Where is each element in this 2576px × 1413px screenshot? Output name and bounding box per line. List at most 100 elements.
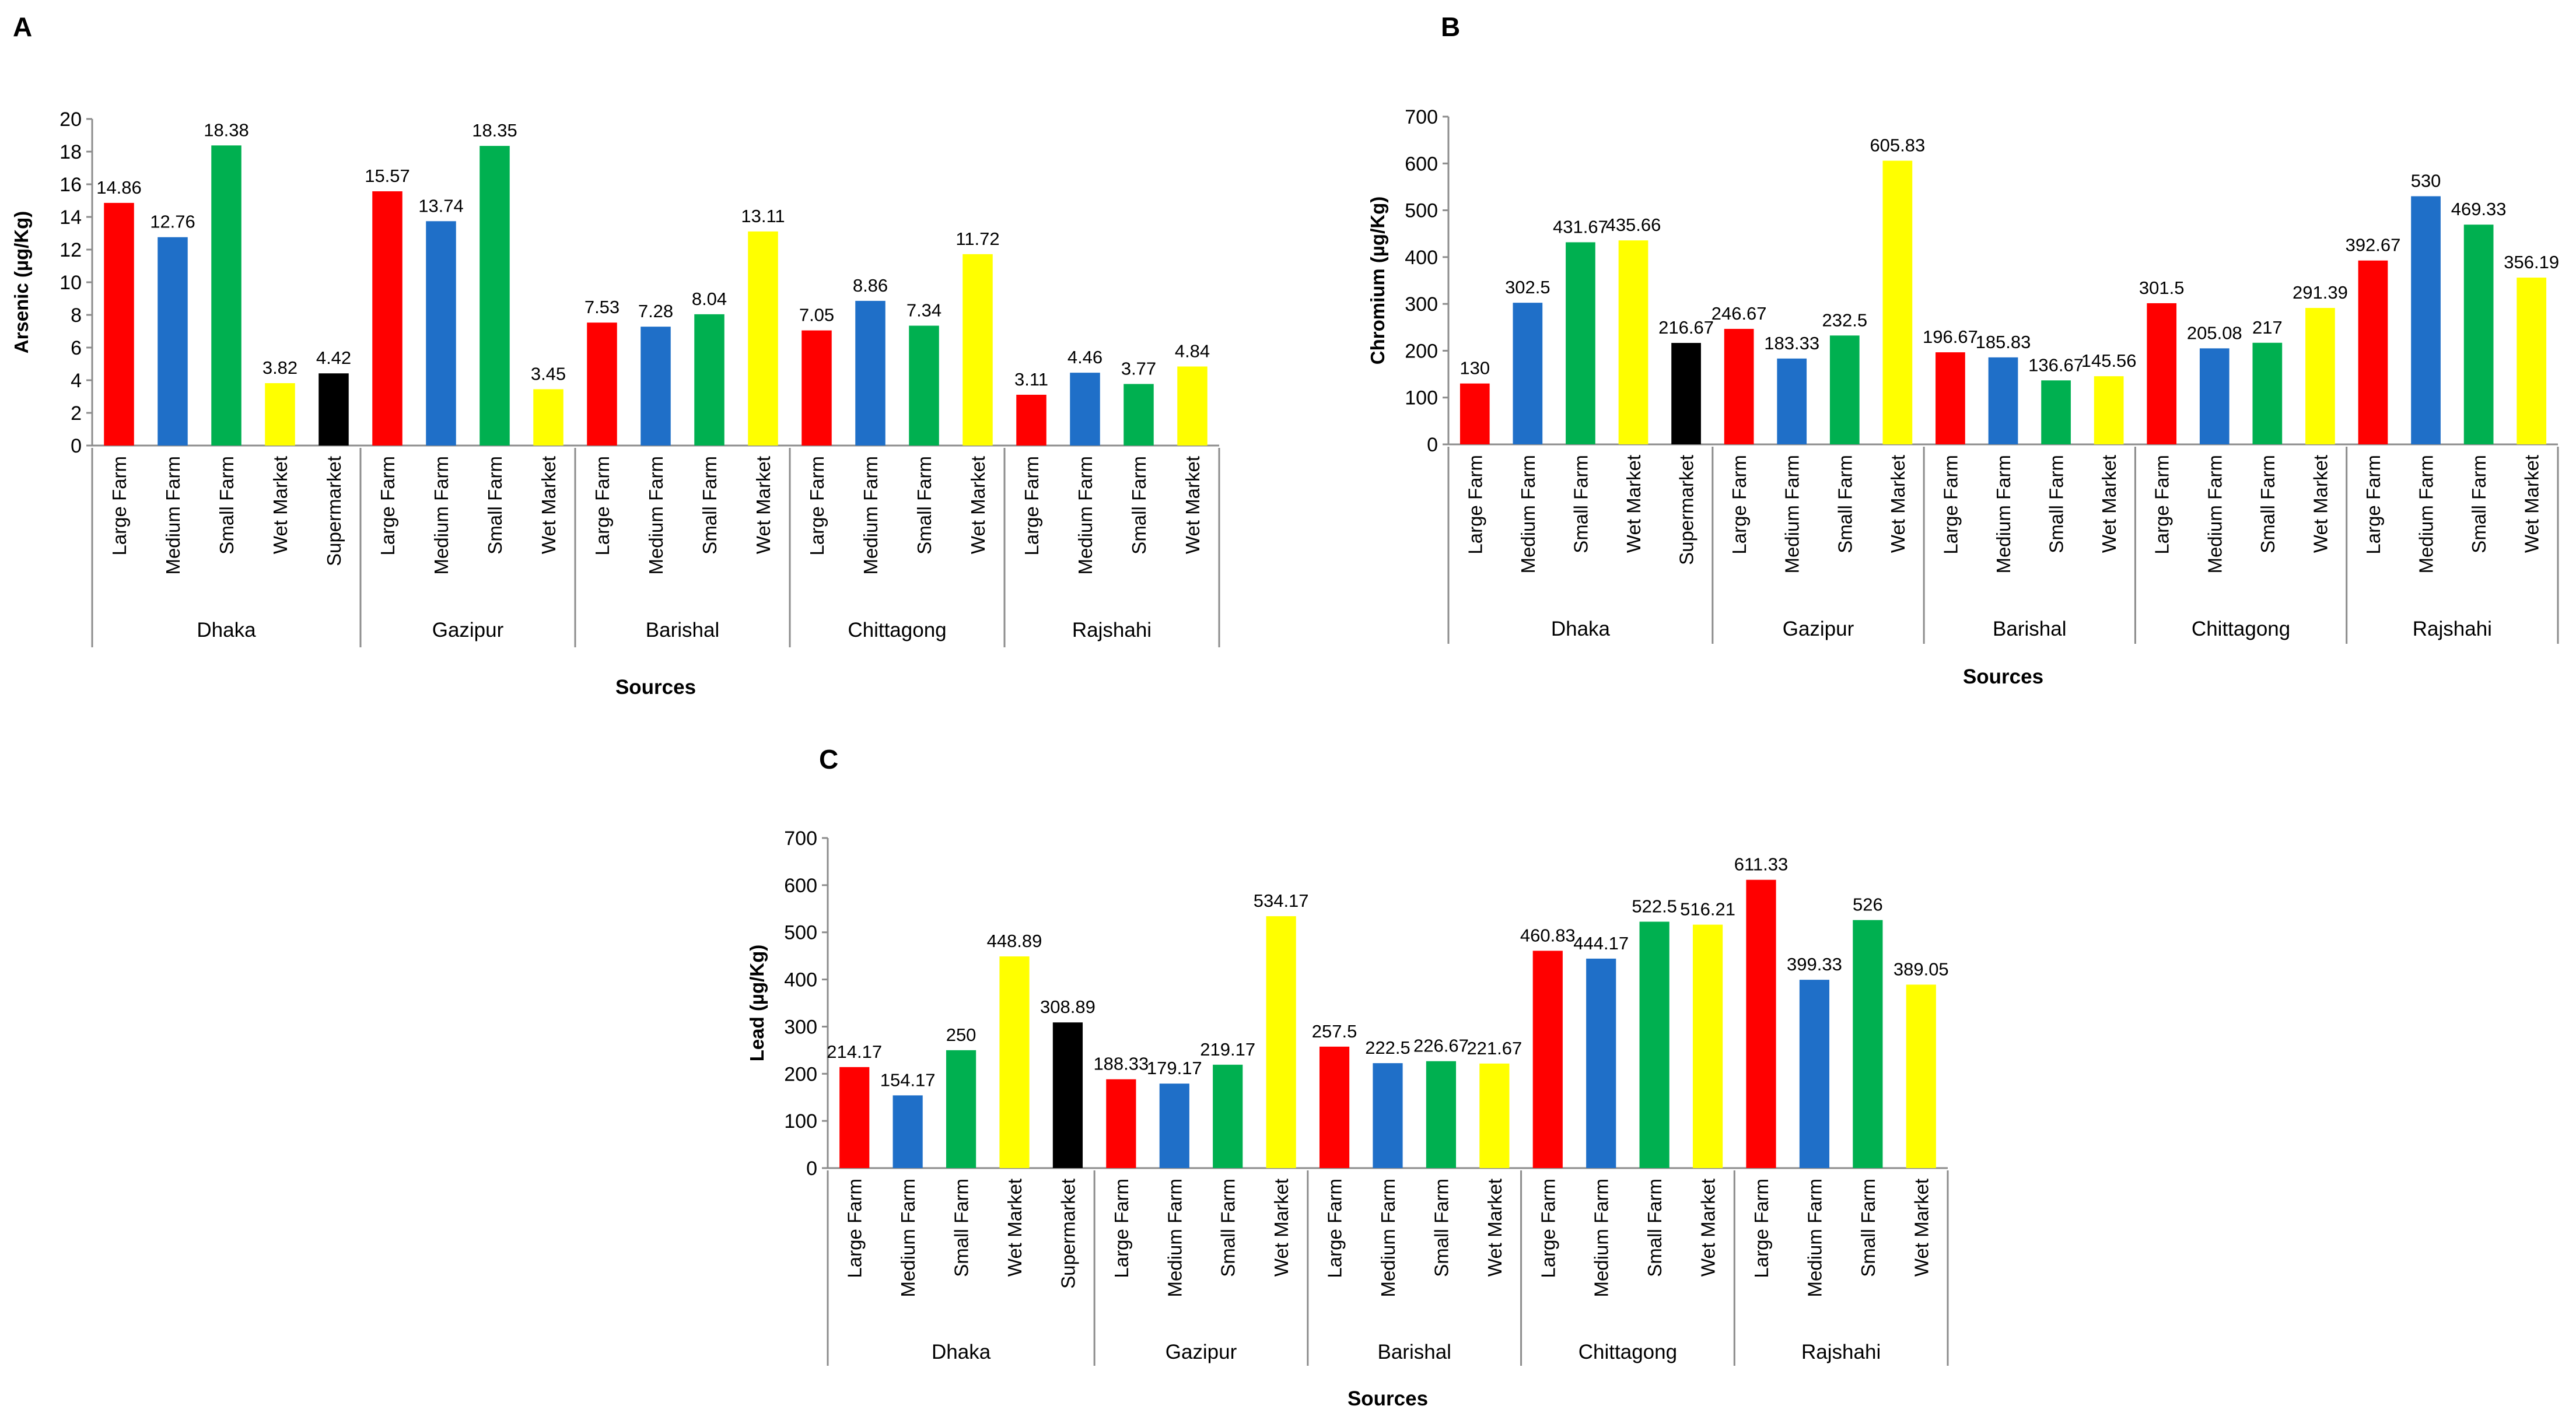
- data-label: 3.45: [531, 363, 566, 384]
- data-label: 250: [946, 1025, 977, 1045]
- y-tick-label: 400: [784, 969, 817, 991]
- bar-dhaka-wet-market: [265, 383, 295, 446]
- panel-letter: A: [13, 12, 32, 42]
- category-label: Supermarket: [323, 456, 345, 566]
- bar-chittagong-small-farm: [909, 325, 939, 446]
- group-label: Gazipur: [1166, 1341, 1237, 1363]
- data-label: 516.21: [1680, 899, 1735, 920]
- data-label: 246.67: [1712, 303, 1767, 324]
- group-label: Rajshahi: [1072, 619, 1152, 641]
- x-axis-title: Sources: [1348, 1387, 1428, 1410]
- category-label: Wet Market: [1887, 455, 1909, 553]
- y-tick-label: 10: [60, 272, 82, 294]
- data-label: 217: [2252, 317, 2283, 338]
- category-label: Large Farm: [1464, 455, 1486, 555]
- y-tick-label: 300: [1405, 293, 1438, 315]
- bar-chittagong-wet-market: [963, 254, 993, 446]
- category-label: Medium Farm: [1377, 1179, 1399, 1298]
- group-label: Barishal: [1993, 618, 2066, 640]
- data-label: 8.86: [853, 275, 888, 296]
- bar-dhaka-medium-farm: [892, 1095, 923, 1168]
- category-label: Small Farm: [699, 456, 720, 555]
- bar-gazipur-large-farm: [1724, 328, 1754, 444]
- category-label: Wet Market: [967, 456, 989, 554]
- bar-gazipur-large-farm: [372, 191, 402, 446]
- y-tick-label: 4: [71, 370, 82, 392]
- bar-chittagong-small-farm: [1639, 921, 1670, 1168]
- x-axis-title: Sources: [1963, 665, 2043, 688]
- group-label: Gazipur: [432, 619, 504, 641]
- category-label: Small Farm: [1128, 456, 1150, 555]
- data-label: 605.83: [1870, 135, 1925, 156]
- y-tick-label: 8: [71, 304, 82, 327]
- panel-letter: C: [819, 744, 838, 774]
- bar-barishal-large-farm: [1936, 352, 1965, 444]
- group-label: Rajshahi: [2413, 618, 2492, 640]
- category-label: Large Farm: [1021, 456, 1042, 556]
- category-label: Large Farm: [1537, 1179, 1559, 1278]
- bar-barishal-large-farm: [1319, 1046, 1350, 1168]
- data-label: 356.19: [2504, 252, 2559, 272]
- panel-c: C 0 100 200 300 400 500 600 700 Lead (µg/Kg) 214.1…: [746, 744, 1949, 1410]
- y-tick-label: 300: [784, 1016, 817, 1038]
- bar-chittagong-medium-farm: [855, 300, 886, 446]
- data-label: 257.5: [1312, 1021, 1357, 1042]
- data-label: 302.5: [1505, 277, 1550, 297]
- category-label: Wet Market: [1623, 455, 1644, 553]
- data-label: 18.35: [472, 120, 517, 141]
- data-label: 214.17: [827, 1042, 882, 1062]
- category-label: Medium Farm: [897, 1179, 919, 1298]
- group-label: Chittagong: [2192, 618, 2290, 640]
- category-label: Small Farm: [1430, 1179, 1452, 1277]
- category-label: Large Farm: [844, 1179, 866, 1278]
- data-label: 13.74: [418, 195, 464, 216]
- data-label: 226.67: [1413, 1036, 1469, 1056]
- data-label: 11.72: [956, 229, 999, 249]
- y-tick-label: 600: [784, 875, 817, 897]
- data-label: 4.46: [1068, 347, 1102, 367]
- data-label: 13.11: [741, 206, 785, 226]
- group-label: Barishal: [646, 619, 719, 641]
- category-label: Wet Market: [2521, 455, 2543, 553]
- category-label: Medium Farm: [1074, 456, 1096, 575]
- bar-rajshahi-medium-farm: [1070, 373, 1100, 446]
- data-label: 530: [2411, 170, 2441, 191]
- bar-dhaka-wet-market: [1618, 240, 1648, 444]
- group-label: Chittagong: [1578, 1341, 1677, 1363]
- y-axis-title: Arsenic (µg/Kg): [10, 211, 32, 354]
- data-label: 448.89: [987, 931, 1042, 951]
- y-axis-title: Lead (µg/Kg): [746, 945, 768, 1062]
- category-label: Medium Farm: [430, 456, 452, 575]
- group-label: Barishal: [1377, 1341, 1451, 1363]
- y-tick-label: 200: [1405, 340, 1438, 362]
- group-label: Rajshahi: [1801, 1341, 1881, 1363]
- y-tick-label: 600: [1405, 153, 1438, 175]
- bar-chittagong-small-farm: [2252, 342, 2283, 444]
- bar-dhaka-supermarket: [318, 373, 349, 446]
- data-label: 431.67: [1553, 216, 1608, 237]
- data-label: 291.39: [2292, 282, 2348, 303]
- category-label: Large Farm: [1728, 455, 1750, 555]
- x-axis-title: Sources: [615, 676, 696, 699]
- bar-dhaka-large-farm: [1460, 383, 1490, 444]
- bar-gazipur-medium-farm: [426, 221, 456, 446]
- data-label: 399.33: [1787, 954, 1842, 974]
- bar-barishal-small-farm: [1426, 1061, 1457, 1168]
- category-label: Large Farm: [806, 456, 828, 556]
- data-label: 232.5: [1822, 310, 1867, 330]
- bar-rajshahi-medium-farm: [1799, 980, 1830, 1168]
- category-label: Medium Farm: [1517, 455, 1539, 574]
- data-label: 7.53: [584, 297, 620, 317]
- bar-barishal-small-farm: [694, 314, 724, 446]
- bar-dhaka-small-farm: [211, 145, 242, 446]
- category-label: Large Farm: [2362, 455, 2384, 555]
- category-label: Medium Farm: [1591, 1179, 1612, 1298]
- bar-chittagong-large-farm: [2147, 303, 2177, 444]
- category-label: Wet Market: [1910, 1179, 1932, 1277]
- category-label: Medium Farm: [2204, 455, 2225, 574]
- bar-barishal-wet-market: [2094, 376, 2124, 444]
- category-label: Small Farm: [484, 456, 506, 555]
- data-label: 4.84: [1175, 341, 1210, 361]
- bar-chittagong-wet-market: [2305, 308, 2335, 444]
